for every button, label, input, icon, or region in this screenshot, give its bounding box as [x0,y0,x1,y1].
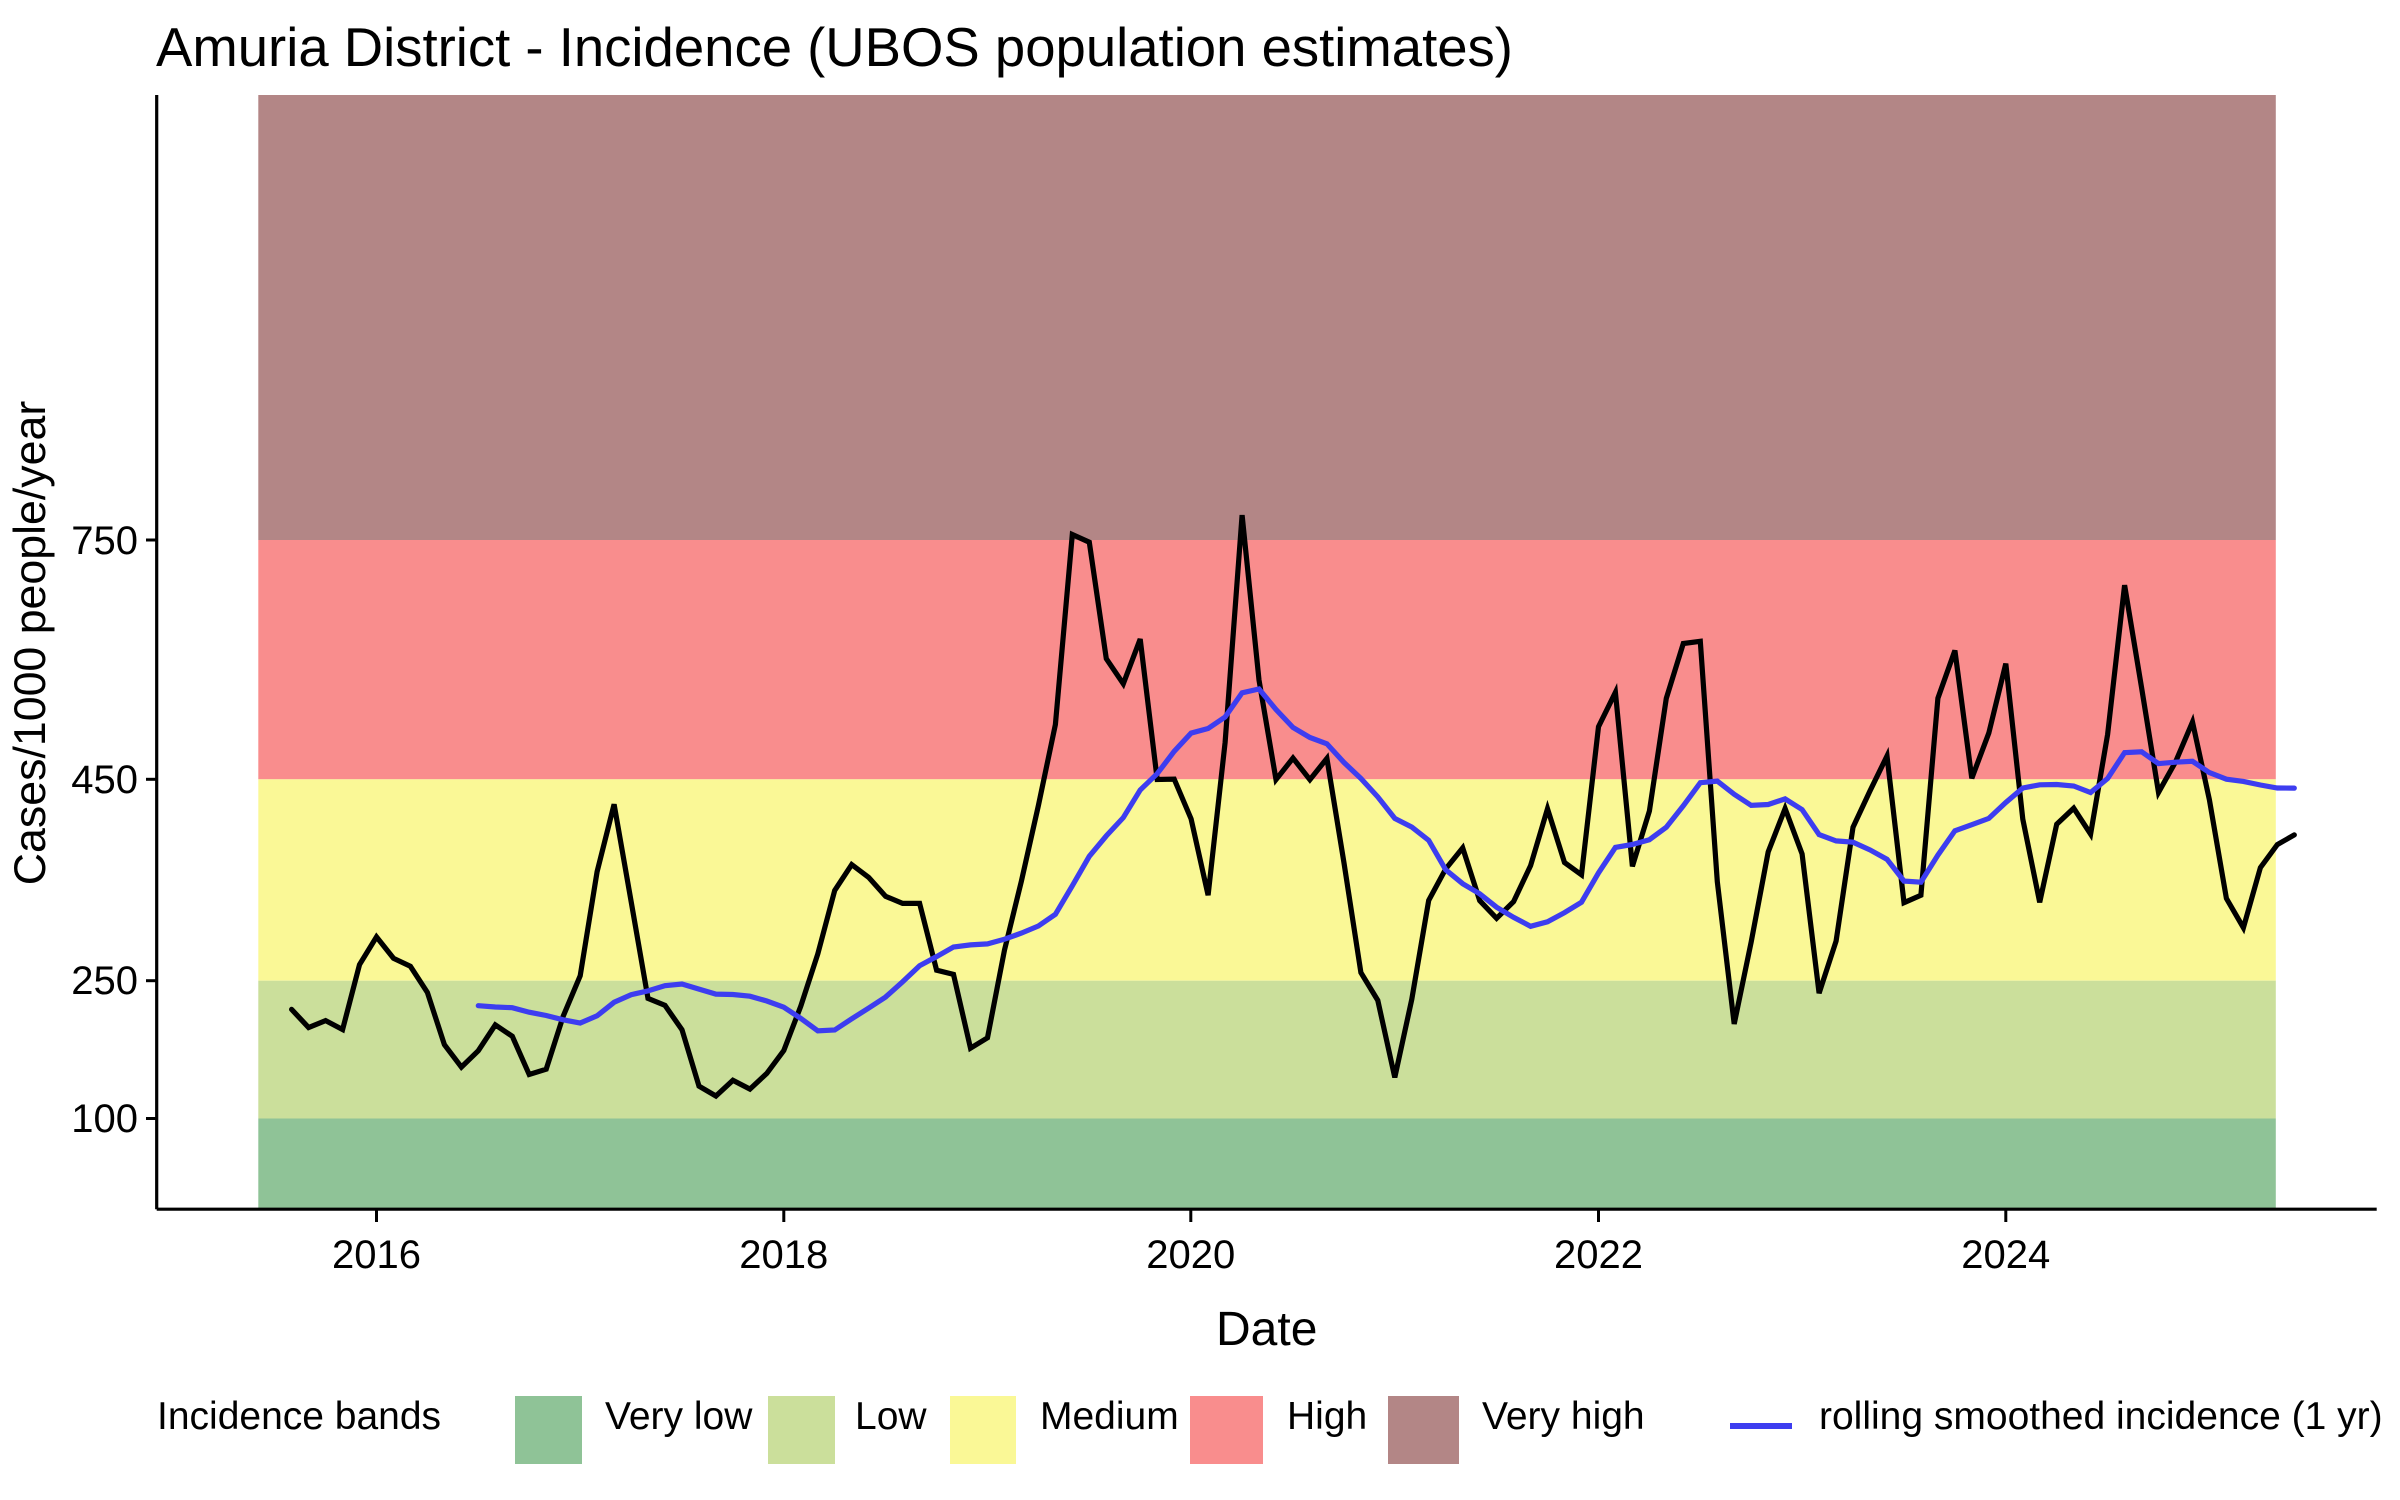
svg-text:High: High [1287,1395,1367,1438]
svg-text:750: 750 [71,519,138,563]
svg-text:Incidence bands: Incidence bands [157,1395,441,1438]
svg-text:Medium: Medium [1040,1395,1179,1438]
svg-text:2020: 2020 [1146,1233,1235,1277]
svg-text:250: 250 [71,959,138,1003]
svg-text:2024: 2024 [1961,1233,2050,1277]
svg-text:450: 450 [71,758,138,802]
svg-text:rolling smoothed incidence (1: rolling smoothed incidence (1 yr) [1819,1395,2383,1438]
svg-text:2016: 2016 [332,1233,421,1277]
svg-text:Very low: Very low [605,1395,753,1438]
svg-text:2018: 2018 [739,1233,828,1277]
svg-text:100: 100 [71,1097,138,1141]
svg-text:2022: 2022 [1554,1233,1643,1277]
svg-text:Very high: Very high [1482,1395,1645,1438]
svg-text:Amuria District - Incidence (U: Amuria District - Incidence (UBOS popula… [156,17,1513,78]
svg-text:Cases/1000 people/year: Cases/1000 people/year [6,401,55,886]
svg-text:Low: Low [855,1395,927,1438]
svg-text:Date: Date [1216,1303,1317,1356]
